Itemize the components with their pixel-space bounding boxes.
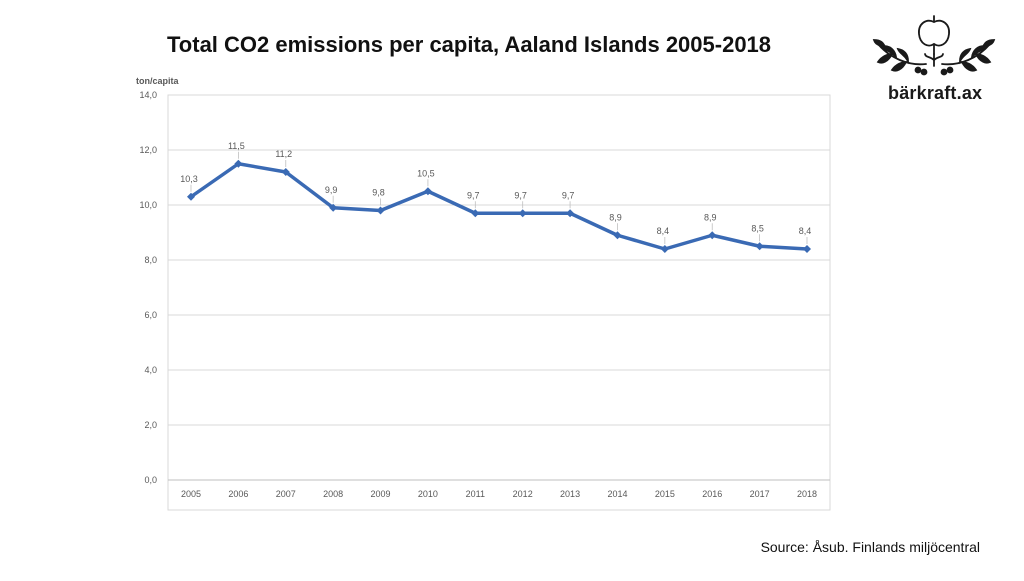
y-tick-label: 6,0 — [144, 310, 157, 320]
x-tick-label: 2015 — [655, 489, 675, 499]
data-label: 8,9 — [609, 212, 622, 222]
data-point — [566, 209, 575, 218]
data-label: 9,9 — [325, 185, 338, 195]
x-tick-label: 2013 — [560, 489, 580, 499]
y-tick-label: 14,0 — [139, 90, 157, 100]
data-point — [518, 209, 527, 218]
data-point — [613, 231, 622, 240]
data-point — [187, 192, 195, 201]
slide-title: Total CO2 emissions per capita, Aaland I… — [167, 32, 772, 57]
x-tick-label: 2016 — [702, 489, 722, 499]
series — [187, 159, 811, 253]
y-tick-label: 2,0 — [144, 420, 157, 430]
y-tick-label: 8,0 — [144, 255, 157, 265]
x-tick-label: 2008 — [323, 489, 343, 499]
x-tick-label: 2006 — [228, 489, 248, 499]
brand-name: bärkraft.ax — [888, 83, 983, 103]
data-label: 8,5 — [751, 223, 764, 233]
y-axis: 0,0 2,0 4,0 6,0 8,0 10,0 12,0 14,0 — [139, 90, 157, 485]
data-point — [281, 168, 290, 176]
data-label: 8,9 — [704, 212, 717, 222]
y-tick-label: 0,0 — [144, 475, 157, 485]
source-note: Source: Åsub. Finlands miljöcentral — [760, 539, 980, 555]
data-label: 11,2 — [275, 149, 292, 159]
data-point — [471, 209, 480, 218]
data-label: 11,5 — [228, 141, 245, 151]
plot-frame — [167, 94, 831, 511]
apple-wreath-icon — [872, 15, 996, 76]
y-tick-label: 4,0 — [144, 365, 157, 375]
data-point — [234, 159, 243, 168]
y-axis-label: ton/capita — [136, 76, 179, 86]
y-tick-label: 10,0 — [139, 200, 157, 210]
data-label: 10,3 — [180, 174, 198, 184]
data-label: 9,8 — [372, 188, 385, 198]
data-point — [755, 242, 764, 251]
data-label: 8,4 — [657, 226, 670, 236]
data-label: 8,4 — [799, 226, 812, 236]
data-point — [660, 245, 669, 253]
data-label: 10,5 — [417, 168, 435, 178]
data-label: 9,7 — [562, 190, 575, 200]
data-point — [423, 187, 432, 196]
brand-logo[interactable]: bärkraft.ax — [868, 14, 1000, 106]
data-labels: 10,3 11,5 11,2 9,9 9,8 10,5 9,7 9,7 9,7 8,9 8,4 8,9… — [180, 141, 811, 244]
x-tick-label: 2017 — [750, 489, 770, 499]
x-tick-label: 2018 — [797, 489, 817, 499]
x-tick-label: 2012 — [513, 489, 533, 499]
data-label: 9,7 — [514, 190, 527, 200]
data-point — [803, 245, 811, 253]
x-tick-label: 2005 — [181, 489, 201, 499]
gridlines — [168, 94, 830, 481]
data-point — [376, 206, 385, 215]
x-axis: 2005 2006 2007 2008 2009 2010 2011 2012 2013 2014… — [181, 489, 817, 499]
series-line — [189, 162, 808, 251]
data-label: 9,7 — [467, 190, 480, 200]
x-tick-label: 2010 — [418, 489, 438, 499]
x-tick-label: 2011 — [466, 489, 485, 499]
data-point — [329, 203, 338, 212]
x-tick-label: 2009 — [371, 489, 391, 499]
data-point — [708, 231, 717, 240]
x-tick-label: 2007 — [276, 489, 296, 499]
x-tick-label: 2014 — [607, 489, 627, 499]
y-tick-label: 12,0 — [139, 145, 157, 155]
